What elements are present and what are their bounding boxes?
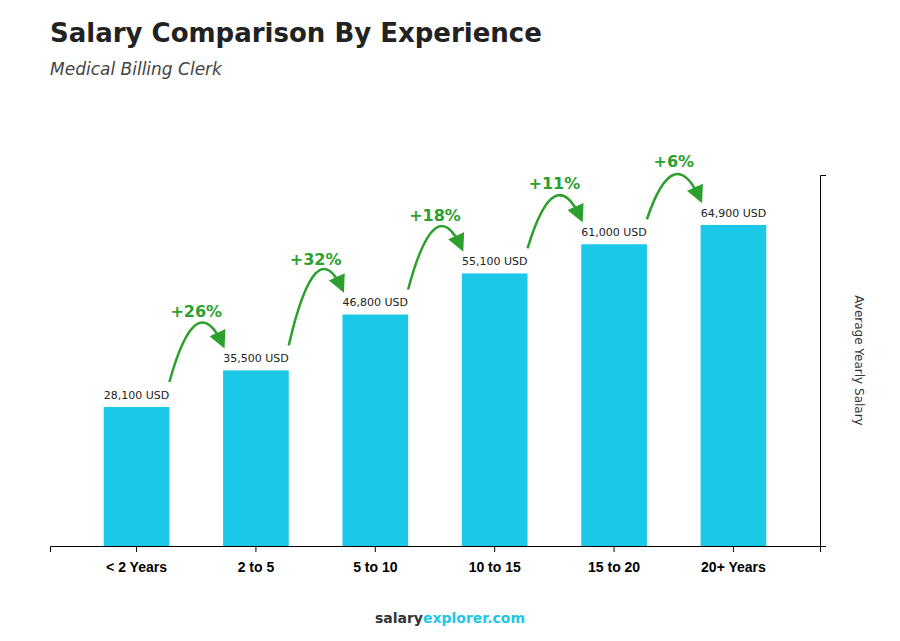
annotation: +18%	[409, 206, 461, 225]
x-tick-mark	[136, 546, 137, 552]
data-label: 46,800 USD	[343, 296, 409, 309]
x-tick: 5 to 10	[353, 546, 398, 575]
annotation: +26%	[170, 302, 222, 321]
annotation: +11%	[529, 174, 581, 193]
y-axis-line	[821, 176, 827, 547]
subtitle: Medical Billing Clerk	[50, 59, 223, 79]
x-tick-mark	[255, 546, 256, 552]
x-tick-label: < 2 Years	[106, 559, 167, 575]
x-tick-label: 2 to 5	[238, 559, 275, 575]
x-axis: < 2 Years 2 to 5 5 to 10 10 to 15 15 to 20 20…	[51, 546, 821, 575]
x-tick-mark	[614, 546, 615, 552]
x-tick: 2 to 5	[238, 546, 275, 575]
change-arrow	[408, 226, 462, 289]
title: Salary Comparison By Experience	[50, 18, 542, 48]
change-arrow	[169, 322, 223, 382]
x-tick-label: 15 to 20	[588, 559, 640, 575]
data-label: 28,100 USD	[104, 389, 170, 402]
data-label: 55,100 USD	[462, 255, 528, 268]
y-axis	[821, 176, 827, 547]
bars	[104, 225, 767, 546]
bar	[223, 370, 289, 546]
data-label: 61,000 USD	[581, 226, 647, 239]
footer-part: explorer.com	[423, 610, 525, 626]
bar	[104, 407, 170, 546]
change-arrow	[528, 195, 582, 248]
y-axis-title: Average Yearly Salary	[852, 295, 866, 425]
chart: Salary Comparison By Experience Medical B…	[0, 0, 900, 641]
bar	[581, 244, 647, 546]
data-label: 35,500 USD	[223, 352, 289, 365]
bar	[462, 273, 528, 546]
x-tick-label: 10 to 15	[469, 559, 521, 575]
x-tick-mark	[494, 546, 495, 552]
x-tick: 20+ Years	[701, 546, 766, 575]
x-tick-label: 20+ Years	[701, 559, 766, 575]
x-tick: < 2 Years	[106, 546, 167, 575]
bar	[701, 225, 767, 546]
change-arrow	[647, 174, 701, 219]
x-tick: 15 to 20	[588, 546, 640, 575]
annotations: +26% +32% +18% +11% +6%	[169, 152, 700, 382]
x-tick-mark	[733, 546, 734, 552]
plot: < 2 Years 2 to 5 5 to 10 10 to 15 15 to 20 20…	[51, 152, 867, 575]
x-tick: 10 to 15	[469, 546, 521, 575]
x-tick-mark	[375, 546, 376, 552]
footer-part: salary	[375, 610, 423, 626]
change-arrow	[289, 269, 343, 345]
bar	[342, 314, 408, 546]
x-tick-label: 5 to 10	[353, 559, 398, 575]
annotation: +6%	[653, 152, 694, 171]
annotation: +32%	[290, 250, 342, 269]
x-axis-line	[51, 547, 821, 553]
data-label: 64,900 USD	[701, 207, 767, 220]
footer: salaryexplorer.com	[375, 610, 525, 626]
